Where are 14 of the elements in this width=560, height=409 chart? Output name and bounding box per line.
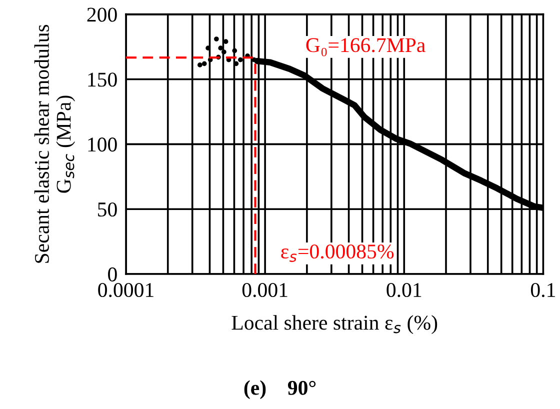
x-tick-label: 0.001 [242,282,288,298]
x-tick-label: 0.01 [386,282,422,298]
x-axis-title: Local shere strain ε$_{s}$ (%) [232,315,438,334]
y-tick-label: 100 [88,138,117,152]
annotation: G₀=166.7MPa [306,38,426,56]
y-tick-label: 50 [98,202,117,217]
x-tick-label: 0.1 [530,282,555,298]
annotation: ε$_{s}$=0.00085% [281,244,394,262]
y-tick-label: 200 [87,8,117,22]
y-axis-title: Secant elastic shear modulus G$_{sec}$ (MPa) [34,24,76,263]
text: (e) 90° [244,380,316,400]
y-tick-label: 0 [108,267,117,282]
x-tick-label: 0.0001 [98,282,154,298]
y-tick-label: 150 [88,72,117,87]
